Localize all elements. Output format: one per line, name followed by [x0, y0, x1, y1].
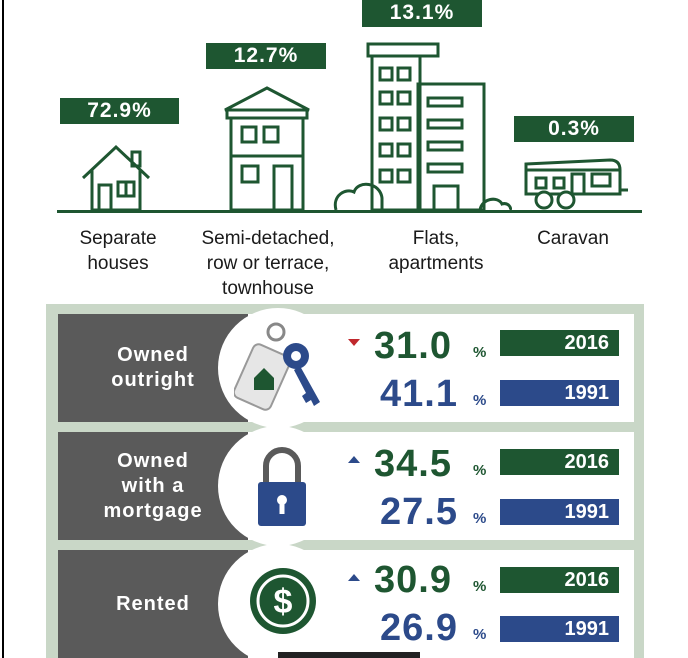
year-1991-tag: 1991	[500, 499, 619, 525]
flats-percent: 13.1%	[362, 0, 482, 27]
keys-icon	[234, 322, 320, 411]
caravan-percent: 0.3%	[514, 116, 634, 142]
owned-mortgage-1991-value: 27.5	[380, 491, 458, 533]
year-1991-tag: 1991	[500, 380, 619, 406]
increase-arrow-icon	[348, 574, 360, 581]
semi-detached-percent: 12.7%	[206, 43, 326, 69]
year-1991-tag: 1991	[500, 616, 619, 642]
bottom-bar	[278, 652, 420, 658]
semi-detached-label: Semi-detached, row or terrace, townhouse	[201, 228, 335, 299]
rented-label: Rented	[58, 550, 248, 658]
tenure-row-owned-outright: Owned outright 31.0 % 2016 41.1 % 1991	[58, 308, 634, 428]
percent-sign: %	[473, 510, 487, 527]
house-icon	[81, 144, 151, 212]
separate-houses-percent: 72.9%	[60, 98, 179, 124]
left-border	[2, 0, 4, 658]
percent-sign: %	[473, 344, 487, 361]
flats-label: Flats, apartments	[388, 228, 484, 274]
year-2016-tag: 2016	[500, 567, 619, 593]
percent-sign: %	[473, 578, 487, 595]
year-2016-tag: 2016	[500, 330, 619, 356]
rented-2016-value: 30.9	[374, 559, 452, 601]
owned-outright-1991-value: 41.1	[380, 373, 458, 415]
owned-mortgage-2016-value: 34.5	[374, 443, 452, 485]
caravan-icon	[524, 158, 628, 210]
separate-houses-label: Separate houses	[79, 228, 157, 274]
townhouse-icon	[224, 86, 310, 212]
dollar-coin-icon: $	[250, 568, 316, 634]
owned-outright-label: Owned outright	[58, 314, 248, 422]
percent-sign: %	[473, 392, 487, 409]
apartment-building-icon	[333, 42, 512, 212]
increase-arrow-icon	[348, 456, 360, 463]
ground-line	[57, 210, 642, 213]
tenure-row-owned-mortgage: Owned with a mortgage 34.5 % 2016 27.5 % 1…	[58, 426, 634, 546]
year-2016-tag: 2016	[500, 449, 619, 475]
owned-outright-2016-value: 31.0	[374, 325, 452, 367]
rented-1991-value: 26.9	[380, 607, 458, 649]
owned-mortgage-label: Owned with a mortgage	[58, 432, 248, 540]
padlock-icon	[258, 447, 306, 526]
decrease-arrow-icon	[348, 339, 360, 346]
tenure-row-rented: Rented $ 30.9 % 2016 26.9 % 1991	[58, 544, 634, 658]
percent-sign: %	[473, 462, 487, 479]
percent-sign: %	[473, 626, 487, 643]
caravan-label: Caravan	[537, 228, 609, 249]
svg-text:$: $	[274, 583, 293, 621]
